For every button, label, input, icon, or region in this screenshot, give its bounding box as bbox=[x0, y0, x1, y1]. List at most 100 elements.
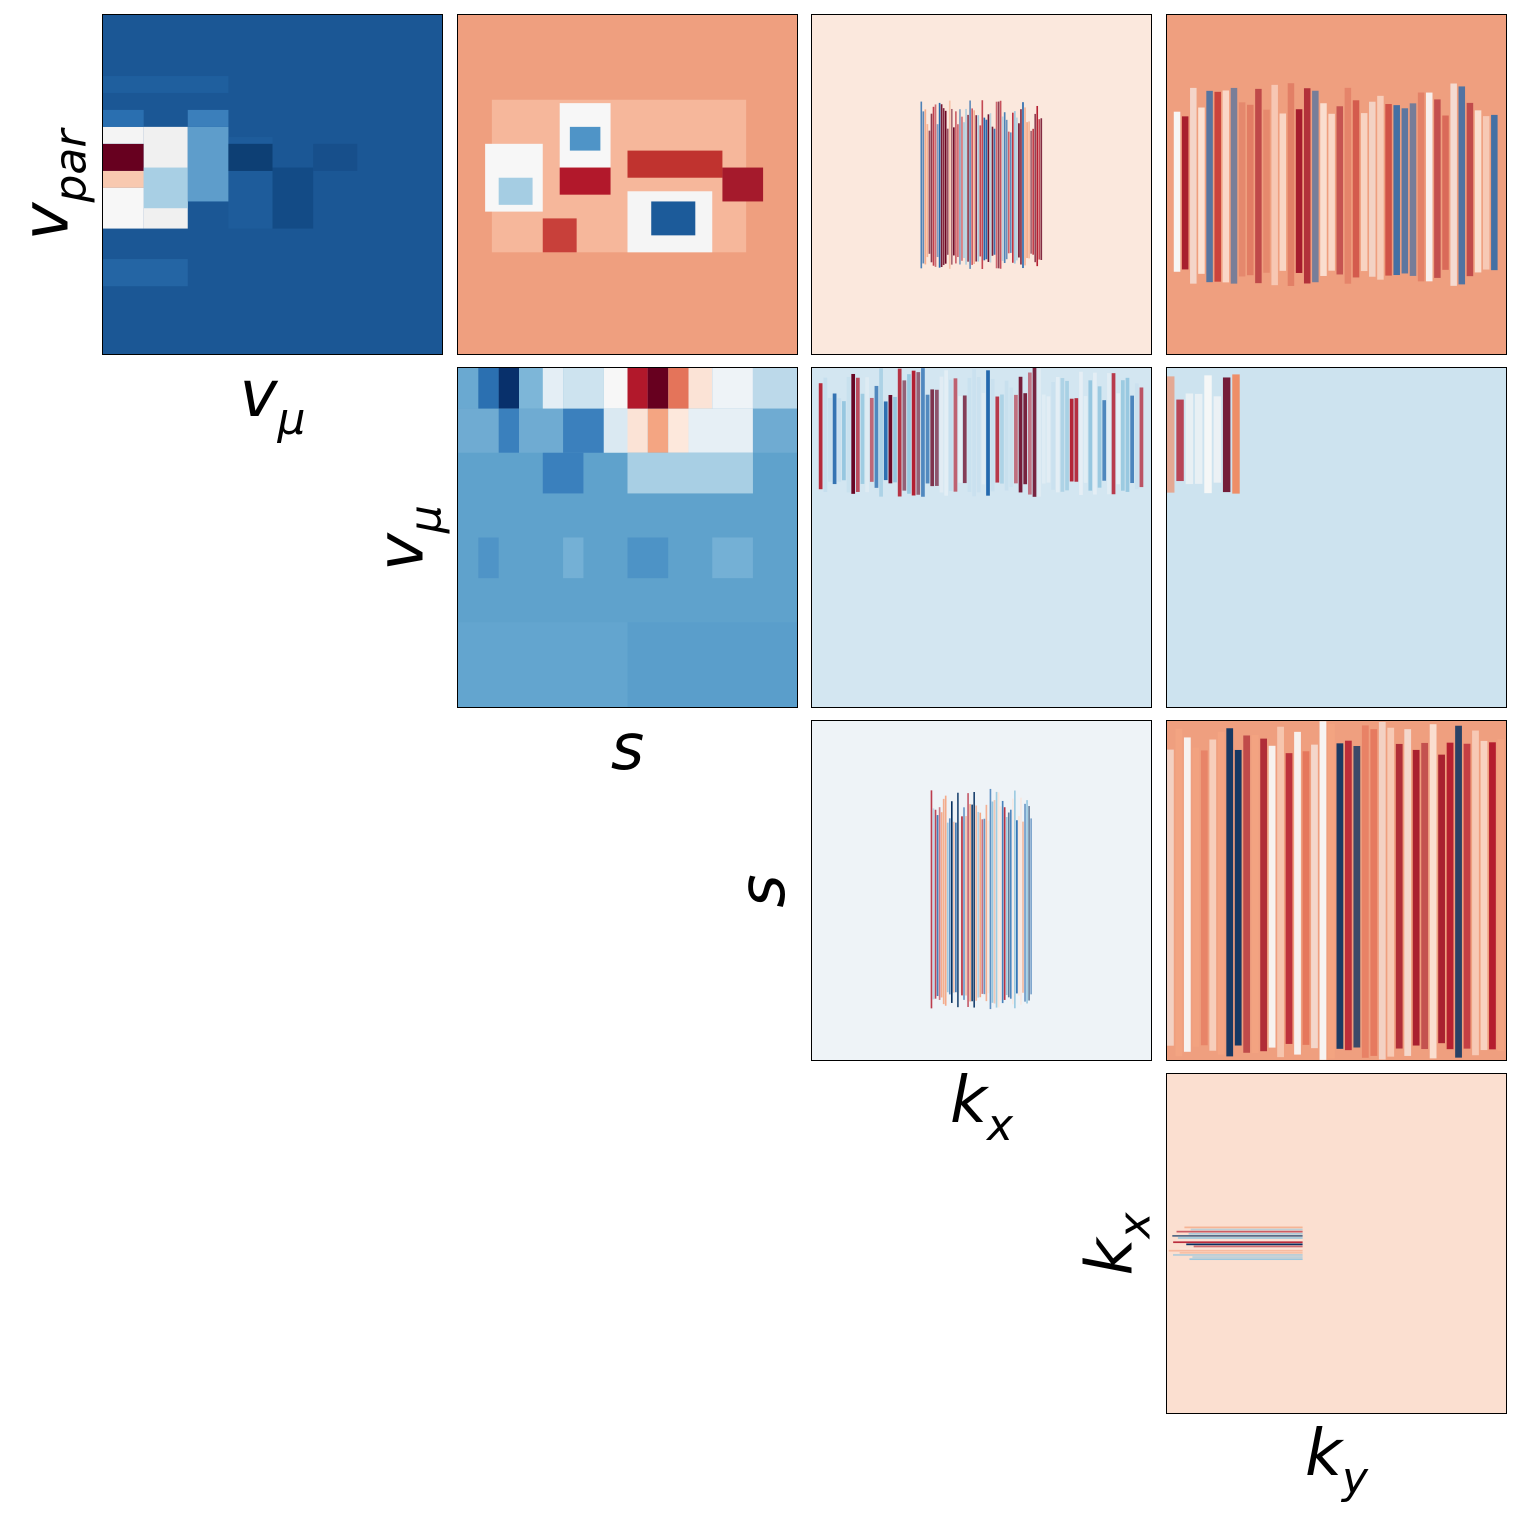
heatmap-panel-p12 bbox=[811, 367, 1152, 708]
heatmap-stripe bbox=[1079, 371, 1083, 495]
heatmap-stripe bbox=[987, 114, 990, 262]
heatmap-stripe bbox=[985, 119, 988, 260]
heatmap-panel-p33 bbox=[1166, 1073, 1507, 1414]
heatmap-stripe bbox=[977, 115, 980, 262]
heatmap-stripe bbox=[1018, 376, 1023, 493]
heatmap-stripe bbox=[1446, 742, 1454, 1050]
heatmap-stripe bbox=[1041, 394, 1046, 484]
heatmap-stripe bbox=[1060, 378, 1065, 492]
heatmap-stripe bbox=[865, 377, 869, 493]
heatmap-stripe bbox=[828, 397, 832, 482]
heatmap-stripe bbox=[926, 124, 929, 258]
heatmap-stripe bbox=[983, 117, 986, 261]
heatmap-stripe bbox=[1183, 737, 1191, 1052]
heatmap-stripe bbox=[1005, 817, 1008, 996]
heatmap-image bbox=[1167, 368, 1506, 707]
heatmap-stripe bbox=[1480, 740, 1488, 1051]
heatmap-stripe bbox=[1238, 102, 1246, 277]
heatmap-stripe bbox=[1184, 1226, 1303, 1229]
heatmap-cell bbox=[478, 368, 499, 409]
heatmap-stripe bbox=[1352, 100, 1360, 278]
heatmap-stripe bbox=[955, 822, 957, 993]
y-axis-label-p11-main: v bbox=[364, 532, 439, 571]
heatmap-stripe bbox=[1038, 119, 1041, 260]
heatmap-stripe bbox=[990, 378, 995, 492]
heatmap-stripe bbox=[1034, 113, 1037, 263]
y-axis-label-p33: kx bbox=[1074, 1212, 1161, 1275]
heatmap-stripe bbox=[1188, 1232, 1303, 1235]
heatmap-stripe bbox=[969, 804, 971, 1002]
heatmap-stripe bbox=[1434, 99, 1441, 278]
heatmap-stripe bbox=[897, 368, 902, 497]
heatmap-stripe bbox=[981, 392, 986, 485]
heatmap-stripe bbox=[979, 812, 982, 998]
heatmap-cell bbox=[712, 537, 753, 579]
heatmap-stripe bbox=[1016, 820, 1018, 994]
heatmap-cell bbox=[752, 408, 797, 453]
heatmap-stripe bbox=[975, 115, 978, 262]
heatmap-stripe bbox=[1116, 393, 1121, 485]
heatmap-stripe bbox=[1014, 111, 1016, 264]
heatmap-stripe bbox=[1344, 740, 1352, 1051]
heatmap-image bbox=[812, 15, 1151, 354]
heatmap-stripe bbox=[842, 401, 846, 481]
heatmap-stripe bbox=[1287, 83, 1295, 286]
heatmap-stripe bbox=[916, 372, 921, 495]
heatmap-stripe bbox=[1226, 728, 1234, 1057]
heatmap-stripe bbox=[1489, 742, 1496, 1050]
heatmap-stripe bbox=[977, 811, 980, 998]
heatmap-cell bbox=[647, 368, 669, 409]
heatmap-stripe bbox=[1014, 790, 1016, 1009]
heatmap-stripe bbox=[851, 373, 856, 494]
heatmap-stripe bbox=[959, 109, 961, 265]
heatmap-cell bbox=[458, 622, 628, 707]
heatmap-stripe bbox=[1320, 103, 1327, 276]
heatmap-panel-p11 bbox=[457, 367, 798, 708]
heatmap-cell bbox=[627, 622, 797, 707]
heatmap-stripe bbox=[1312, 90, 1319, 283]
heatmap-stripe bbox=[1438, 754, 1445, 1044]
heatmap-stripe bbox=[1377, 95, 1384, 280]
heatmap-stripe bbox=[1005, 119, 1008, 260]
heatmap-stripe bbox=[874, 385, 879, 488]
heatmap-stripe bbox=[1069, 398, 1074, 482]
heatmap-stripe bbox=[961, 116, 963, 261]
x-axis-label-p00-subscript: μ bbox=[277, 394, 306, 445]
heatmap-cell bbox=[563, 537, 584, 579]
heatmap-stripe bbox=[1000, 394, 1004, 484]
heatmap-stripe bbox=[1214, 91, 1221, 282]
heatmap-stripe bbox=[1074, 398, 1079, 482]
heatmap-stripe bbox=[1102, 400, 1107, 481]
heatmap-stripe bbox=[995, 791, 998, 1008]
heatmap-stripe bbox=[1018, 123, 1020, 258]
heatmap-stripe bbox=[1024, 107, 1026, 266]
heatmap-cell bbox=[647, 408, 669, 453]
x-axis-label-p00-main: v bbox=[239, 358, 278, 432]
heatmap-stripe bbox=[922, 111, 925, 264]
heatmap-stripe bbox=[1198, 107, 1205, 274]
heatmap-stripe bbox=[1009, 809, 1012, 999]
heatmap-stripe bbox=[971, 108, 973, 265]
heatmap-stripe bbox=[1185, 393, 1194, 485]
heatmap-stripe bbox=[975, 805, 978, 1001]
heatmap-stripe bbox=[1125, 377, 1130, 492]
heatmap-stripe bbox=[950, 108, 953, 265]
heatmap-stripe bbox=[1009, 387, 1014, 488]
y-axis-label-p33-main: k bbox=[1073, 1237, 1148, 1276]
heatmap-stripe bbox=[1455, 725, 1462, 1058]
heatmap-stripe bbox=[1032, 128, 1034, 255]
heatmap-stripe bbox=[837, 398, 842, 482]
heatmap-stripe bbox=[869, 397, 874, 482]
heatmap-stripe bbox=[1393, 105, 1400, 276]
heatmap-stripe bbox=[1036, 105, 1039, 267]
heatmap-stripe bbox=[1173, 111, 1181, 272]
heatmap-cell bbox=[627, 452, 753, 494]
heatmap-stripe bbox=[1173, 1241, 1303, 1244]
heatmap-stripe bbox=[1279, 113, 1287, 271]
heatmap-stripe bbox=[1097, 386, 1102, 488]
heatmap-stripe bbox=[907, 374, 911, 494]
heatmap-stripe bbox=[1429, 724, 1437, 1059]
heatmap-stripe bbox=[1311, 744, 1318, 1049]
heatmap-stripe bbox=[1024, 803, 1026, 1002]
heatmap-stripe bbox=[1344, 87, 1352, 284]
